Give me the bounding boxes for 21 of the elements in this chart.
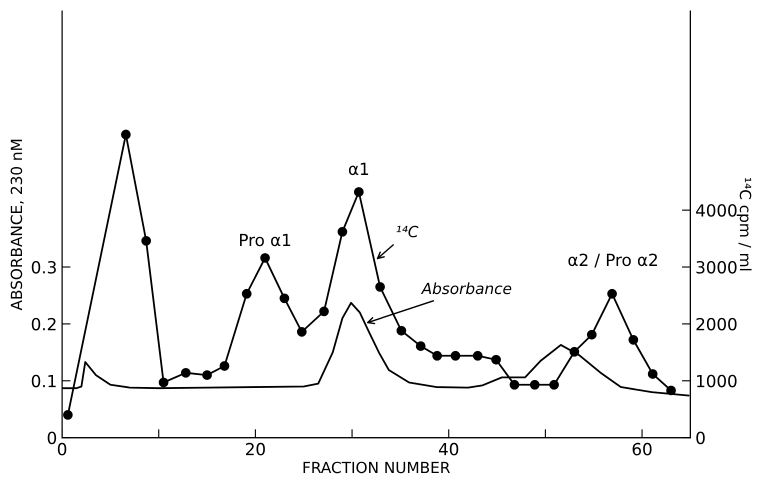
y-tick-label: 0.3: [32, 260, 56, 274]
y2-tick-label: 3000: [696, 260, 737, 274]
annotation: α2 / Pro α2: [568, 254, 657, 268]
y2-tick-label: 4000: [696, 204, 737, 217]
y-tick-label: 0.1: [32, 374, 56, 388]
annotation: Pro α1: [240, 234, 290, 246]
annotation: Absorbance: [420, 282, 512, 294]
y2-tick-label: 1000: [697, 374, 737, 388]
annotation: α1: [348, 162, 368, 176]
x-axis-title: FRACTION NUMBER: [304, 462, 450, 474]
x-tick-label: 40: [438, 442, 458, 456]
x-tick-label: 20: [246, 442, 265, 456]
x-tick-label: 60: [632, 442, 652, 456]
y2-tick-label: 2000: [696, 318, 737, 330]
y2-tick-label: 0: [696, 432, 705, 444]
x-tick-label: 0: [58, 442, 66, 456]
y-tick-label: 0.2: [32, 318, 56, 330]
y2-axis-title: ¹⁴C cpm / ml: [736, 178, 752, 270]
annotation: ¹⁴C: [396, 226, 418, 238]
y-tick-label: 0: [48, 432, 56, 444]
y-axis-title: ABSORBANCE, 230 nM: [10, 140, 24, 310]
